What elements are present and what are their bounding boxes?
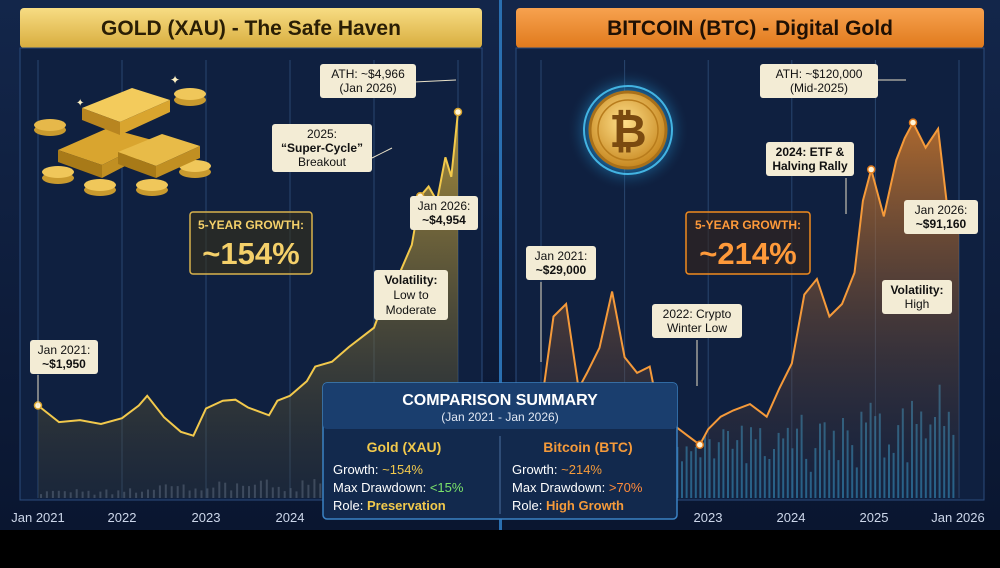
summary-subtitle: (Jan 2021 - Jan 2026) bbox=[441, 410, 558, 424]
svg-text:~$4,954: ~$4,954 bbox=[422, 213, 466, 227]
svg-text:Jan 2026:: Jan 2026: bbox=[418, 199, 471, 213]
btc-x-axis: 2023 2024 2025 Jan 2026 bbox=[694, 510, 985, 525]
svg-text:Max Drawdown: <15%: Max Drawdown: <15% bbox=[333, 480, 464, 495]
gold-growth-label: 5-YEAR GROWTH: bbox=[198, 218, 304, 232]
svg-text:(Mid-2025): (Mid-2025) bbox=[790, 81, 848, 95]
svg-text:(Jan 2026): (Jan 2026) bbox=[339, 81, 396, 95]
svg-text:Volatility:: Volatility: bbox=[384, 273, 437, 287]
svg-text:2022: Crypto: 2022: Crypto bbox=[663, 307, 732, 321]
svg-text:Role: Preservation: Role: Preservation bbox=[333, 498, 446, 513]
svg-text:Jan 2021:: Jan 2021: bbox=[535, 249, 588, 263]
svg-text:₿: ₿ bbox=[609, 105, 647, 157]
svg-text:ATH: ~$4,966: ATH: ~$4,966 bbox=[331, 67, 405, 81]
btc-callout-halving: 2024: ETF & Halving Rally bbox=[766, 142, 854, 214]
svg-text:Growth: ~154%: Growth: ~154% bbox=[333, 462, 423, 477]
data-point-marker bbox=[908, 118, 918, 127]
gold-volatility-note: Volatility: Low to Moderate bbox=[374, 270, 448, 320]
gold-growth-value: ~154% bbox=[202, 236, 299, 271]
gold-callout-ath: ATH: ~$4,966 (Jan 2026) bbox=[320, 64, 457, 98]
divider bbox=[499, 0, 502, 530]
x-tick-label: 2024 bbox=[276, 510, 305, 525]
svg-text:Role: High Growth: Role: High Growth bbox=[512, 498, 624, 513]
svg-text:Jan 2026:: Jan 2026: bbox=[915, 203, 968, 217]
gold-callout-breakout: 2025: “Super-Cycle” Breakout bbox=[272, 124, 393, 172]
btc-growth-box: 5-YEAR GROWTH: ~214% bbox=[685, 211, 811, 275]
btc-title: BITCOIN (BTC) - Digital Gold bbox=[607, 17, 893, 40]
summary-btc-name: Bitcoin (BTC) bbox=[543, 439, 632, 455]
btc-callout-winter: 2022: Crypto Winter Low bbox=[652, 304, 742, 386]
gold-growth-box: 5-YEAR GROWTH: ~154% bbox=[189, 211, 313, 275]
svg-text:Volatility:: Volatility: bbox=[890, 283, 943, 297]
svg-text:Low to: Low to bbox=[393, 288, 429, 302]
svg-text:Halving Rally: Halving Rally bbox=[772, 159, 848, 173]
btc-volatility-note: Volatility: High bbox=[882, 280, 952, 314]
gold-callout-start: Jan 2021: ~$1,950 bbox=[30, 340, 98, 406]
x-tick-label: Jan 2021 bbox=[11, 510, 65, 525]
comparison-summary: COMPARISON SUMMARY (Jan 2021 - Jan 2026)… bbox=[322, 382, 678, 520]
bitcoin-coin-icon: ₿ bbox=[566, 68, 690, 192]
svg-text:~$91,160: ~$91,160 bbox=[916, 217, 967, 231]
data-point-marker bbox=[695, 440, 705, 450]
svg-text:2024: ETF &: 2024: ETF & bbox=[776, 145, 845, 159]
svg-text:“Super-Cycle”: “Super-Cycle” bbox=[281, 141, 363, 155]
x-tick-label: 2023 bbox=[192, 510, 221, 525]
gold-bars-coins-icon: ✦ ✦ bbox=[34, 73, 211, 196]
svg-text:2025:: 2025: bbox=[307, 127, 337, 141]
btc-series-line bbox=[540, 120, 960, 447]
svg-text:ATH: ~$120,000: ATH: ~$120,000 bbox=[776, 67, 863, 81]
x-tick-label: Jan 2026 bbox=[931, 510, 985, 525]
btc-callout-start: Jan 2021: ~$29,000 bbox=[526, 246, 596, 362]
bottom-band bbox=[0, 530, 1000, 568]
x-tick-label: 2024 bbox=[777, 510, 806, 525]
x-tick-label: 2022 bbox=[108, 510, 137, 525]
data-point-marker bbox=[453, 107, 463, 117]
gold-title-bar bbox=[20, 8, 482, 48]
summary-title: COMPARISON SUMMARY bbox=[402, 392, 598, 409]
btc-callout-ath: ATH: ~$120,000 (Mid-2025) bbox=[760, 64, 906, 98]
svg-text:Moderate: Moderate bbox=[386, 303, 437, 317]
x-tick-label: 2025 bbox=[860, 510, 889, 525]
svg-text:Growth: ~214%: Growth: ~214% bbox=[512, 462, 602, 477]
btc-growth-label: 5-YEAR GROWTH: bbox=[695, 218, 801, 232]
svg-text:~$1,950: ~$1,950 bbox=[42, 357, 86, 371]
btc-title-bar bbox=[516, 8, 984, 48]
svg-text:High: High bbox=[905, 297, 930, 311]
gold-x-axis: Jan 2021 2022 2023 2024 bbox=[11, 510, 304, 525]
svg-text:Breakout: Breakout bbox=[298, 155, 347, 169]
svg-text:✦: ✦ bbox=[76, 98, 84, 109]
gold-callout-end: Jan 2026: ~$4,954 bbox=[410, 196, 478, 230]
svg-text:✦: ✦ bbox=[170, 73, 180, 87]
svg-text:Winter Low: Winter Low bbox=[667, 321, 727, 335]
svg-text:Jan 2021:: Jan 2021: bbox=[38, 343, 91, 357]
x-tick-label: 2023 bbox=[694, 510, 723, 525]
btc-growth-value: ~214% bbox=[699, 236, 796, 271]
summary-gold-name: Gold (XAU) bbox=[367, 439, 442, 455]
svg-text:Max Drawdown: >70%: Max Drawdown: >70% bbox=[512, 480, 643, 495]
gold-title: GOLD (XAU) - The Safe Haven bbox=[101, 17, 401, 40]
svg-text:~$29,000: ~$29,000 bbox=[536, 263, 587, 277]
btc-callout-end: Jan 2026: ~$91,160 bbox=[904, 200, 978, 234]
data-point-marker bbox=[866, 165, 876, 174]
